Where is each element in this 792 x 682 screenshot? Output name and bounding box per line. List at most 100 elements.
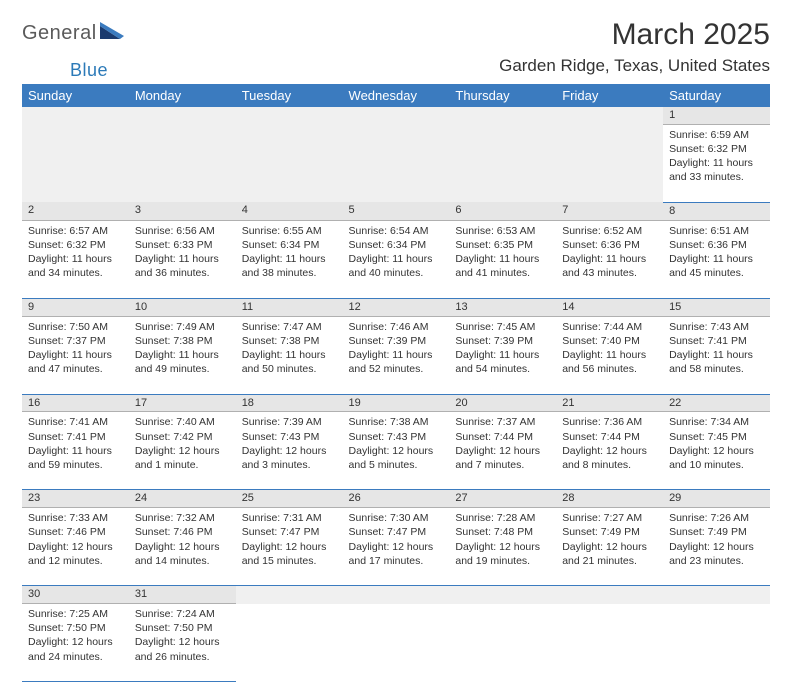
sunrise-line: Sunrise: 6:59 AM [669,128,764,142]
month-title: March 2025 [499,18,770,52]
day-data-cell: Sunrise: 7:43 AMSunset: 7:41 PMDaylight:… [663,316,770,394]
day-number-cell: 21 [556,394,663,412]
sunset-line: Sunset: 6:32 PM [28,238,123,252]
sunset-line: Sunset: 6:35 PM [455,238,550,252]
sunset-line: Sunset: 7:39 PM [349,334,444,348]
day-data-cell: Sunrise: 7:45 AMSunset: 7:39 PMDaylight:… [449,316,556,394]
daylight-line: Daylight: 11 hours and 36 minutes. [135,252,230,280]
sunrise-line: Sunrise: 7:46 AM [349,320,444,334]
day-data-cell: Sunrise: 7:27 AMSunset: 7:49 PMDaylight:… [556,508,663,586]
sunset-line: Sunset: 7:49 PM [669,525,764,539]
sunrise-line: Sunrise: 7:24 AM [135,607,230,621]
sunrise-line: Sunrise: 7:44 AM [562,320,657,334]
data-row: Sunrise: 7:50 AMSunset: 7:37 PMDaylight:… [22,316,770,394]
day-number-cell [236,107,343,124]
daynum-row: 16171819202122 [22,394,770,412]
day-data-cell: Sunrise: 7:47 AMSunset: 7:38 PMDaylight:… [236,316,343,394]
sunrise-line: Sunrise: 6:56 AM [135,224,230,238]
sunrise-line: Sunrise: 6:53 AM [455,224,550,238]
sunrise-line: Sunrise: 7:32 AM [135,511,230,525]
daylight-line: Daylight: 11 hours and 33 minutes. [669,156,764,184]
weekday-header-row: SundayMondayTuesdayWednesdayThursdayFrid… [22,84,770,107]
daylight-line: Daylight: 12 hours and 5 minutes. [349,444,444,472]
daylight-line: Daylight: 11 hours and 54 minutes. [455,348,550,376]
day-data-cell [236,604,343,682]
sunset-line: Sunset: 7:47 PM [349,525,444,539]
sunset-line: Sunset: 7:46 PM [135,525,230,539]
logo: General [22,22,126,45]
data-row: Sunrise: 7:33 AM Sunset: 7:46 PM Daylight:… [22,508,770,586]
daylight-line: Daylight: 11 hours and 50 minutes. [242,348,337,376]
day-data-cell: Sunrise: 7:49 AMSunset: 7:38 PMDaylight:… [129,316,236,394]
sunset-line: Sunset: 7:49 PM [562,525,657,539]
sunrise-line: Sunrise: 6:52 AM [562,224,657,238]
day-number-cell: 23 [22,490,129,508]
day-number-cell: 14 [556,298,663,316]
daylight-line: Daylight: 11 hours and 49 minutes. [135,348,230,376]
day-number-cell: 6 [449,202,556,220]
day-data-cell [449,604,556,682]
sunset-line: Sunset: 7:39 PM [455,334,550,348]
sunrise-line: Sunrise: 7:36 AM [562,415,657,429]
sunrise-line: Sunrise: 7:38 AM [349,415,444,429]
sunset-line: Sunset: 7:37 PM [28,334,123,348]
sunset-line: Sunset: 7:38 PM [242,334,337,348]
day-number-cell: 7 [556,202,663,220]
sunrise-line: Sunrise: 7:33 AM [28,511,123,525]
day-data-cell: Sunrise: 6:57 AMSunset: 6:32 PMDaylight:… [22,220,129,298]
daylight-line: Daylight: 11 hours and 58 minutes. [669,348,764,376]
weekday-header: Sunday [22,84,129,107]
day-data-cell: Sunrise: 7:38 AMSunset: 7:43 PMDaylight:… [343,412,450,490]
sunrise-line: Sunrise: 7:30 AM [349,511,444,525]
sunset-line: Sunset: 7:44 PM [562,430,657,444]
day-number-cell: 30 [22,586,129,604]
daynum-row: 1 [22,107,770,124]
day-number-cell: 9 [22,298,129,316]
day-data-cell: Sunrise: 7:25 AMSunset: 7:50 PMDaylight:… [22,604,129,682]
daylight-line: Daylight: 11 hours and 52 minutes. [349,348,444,376]
day-data-cell [236,124,343,202]
day-number-cell: 25 [236,490,343,508]
day-number-cell [449,586,556,604]
sunrise-line: Sunrise: 7:34 AM [669,415,764,429]
title-block: March 2025 Garden Ridge, Texas, United S… [499,18,770,82]
day-data-cell: Sunrise: 6:52 AMSunset: 6:36 PMDaylight:… [556,220,663,298]
day-number-cell: 31 [129,586,236,604]
logo-text-2: Blue [70,60,108,81]
sunrise-line: Sunrise: 7:40 AM [135,415,230,429]
daylight-line: Daylight: 12 hours and 10 minutes. [669,444,764,472]
daylight-line: Daylight: 12 hours and 17 minutes. [349,540,444,568]
daylight-line: Daylight: 11 hours and 56 minutes. [562,348,657,376]
day-data-cell: Sunrise: 7:40 AMSunset: 7:42 PMDaylight:… [129,412,236,490]
daylight-line: Daylight: 11 hours and 47 minutes. [28,348,123,376]
day-number-cell: 17 [129,394,236,412]
day-number-cell: 27 [449,490,556,508]
day-data-cell: Sunrise: 6:56 AMSunset: 6:33 PMDaylight:… [129,220,236,298]
day-number-cell [449,107,556,124]
sunset-line: Sunset: 7:43 PM [349,430,444,444]
weekday-header: Monday [129,84,236,107]
daylight-line: Daylight: 12 hours and 3 minutes. [242,444,337,472]
day-number-cell: 13 [449,298,556,316]
sunset-line: Sunset: 6:36 PM [562,238,657,252]
daylight-line: Daylight: 12 hours and 15 minutes. [242,540,337,568]
sunrise-line: Sunrise: 6:54 AM [349,224,444,238]
day-data-cell [343,124,450,202]
day-data-cell: Sunrise: 7:24 AMSunset: 7:50 PMDaylight:… [129,604,236,682]
day-number-cell: 24 [129,490,236,508]
daylight-line: Daylight: 12 hours and 7 minutes. [455,444,550,472]
sunrise-line: Sunrise: 6:57 AM [28,224,123,238]
daylight-line: Daylight: 12 hours and 21 minutes. [562,540,657,568]
day-number-cell: 10 [129,298,236,316]
daylight-line: Daylight: 12 hours and 19 minutes. [455,540,550,568]
sunrise-line: Sunrise: 7:26 AM [669,511,764,525]
flag-icon [100,22,124,45]
daylight-line: Daylight: 11 hours and 43 minutes. [562,252,657,280]
sunset-line: Sunset: 6:34 PM [349,238,444,252]
daylight-line: Daylight: 11 hours and 59 minutes. [28,444,123,472]
day-data-cell: Sunrise: 7:30 AMSunset: 7:47 PMDaylight:… [343,508,450,586]
day-number-cell: 20 [449,394,556,412]
day-number-cell: 26 [343,490,450,508]
sunset-line: Sunset: 7:44 PM [455,430,550,444]
day-data-cell: Sunrise: 7:37 AMSunset: 7:44 PMDaylight:… [449,412,556,490]
